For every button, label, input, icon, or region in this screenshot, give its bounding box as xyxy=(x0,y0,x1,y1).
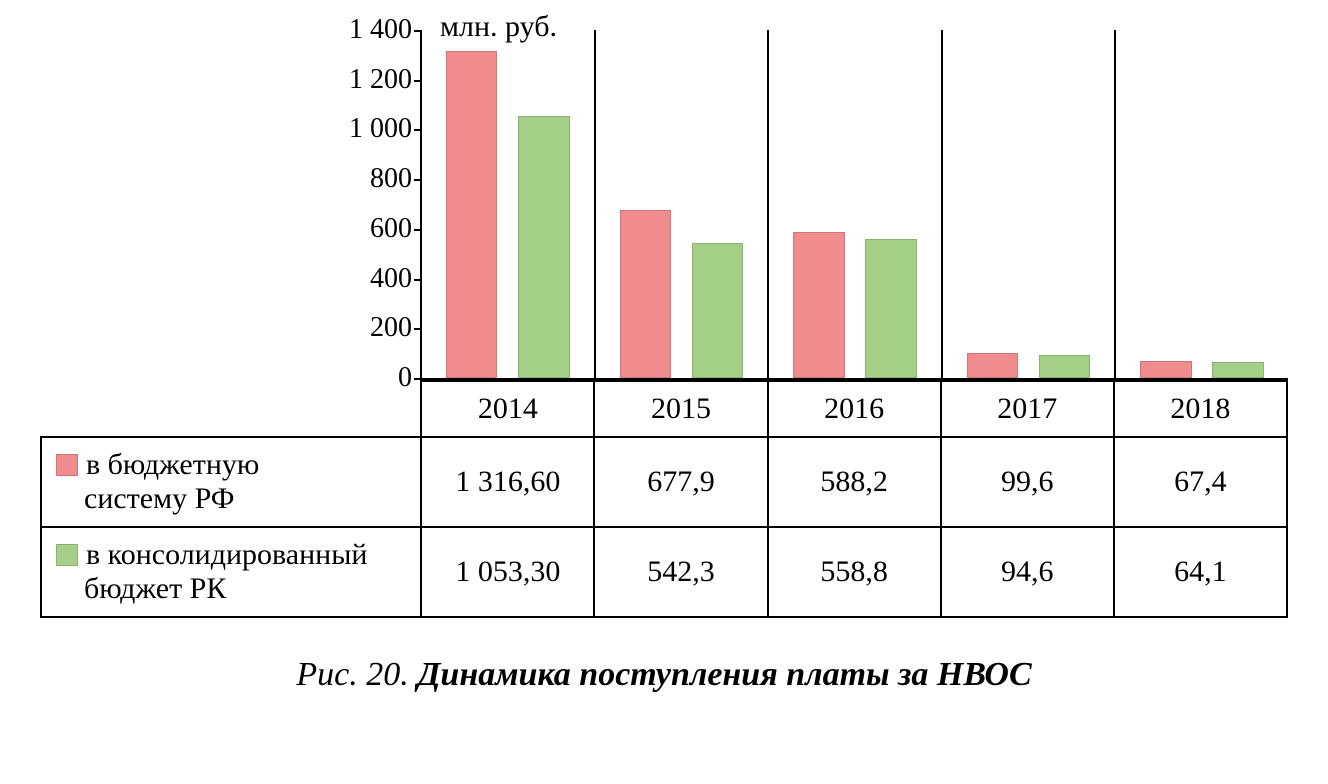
bar-rf xyxy=(967,353,1018,378)
y-tick: 1 000 xyxy=(349,113,412,145)
year-header: 2016 xyxy=(768,381,941,437)
table-header-row: 20142015201620172018 xyxy=(41,381,1287,437)
bar-rf xyxy=(793,232,844,378)
year-header: 2017 xyxy=(941,381,1114,437)
year-header: 2014 xyxy=(421,381,594,437)
series-label-line2: бюджет РК xyxy=(84,572,226,605)
year-header: 2018 xyxy=(1114,381,1287,437)
bar-group xyxy=(422,30,596,378)
legend-swatch xyxy=(56,454,78,476)
y-tick: 400 xyxy=(370,263,412,295)
series-label: в бюджетнуюсистему РФ xyxy=(41,437,421,527)
chart-area: 02004006008001 0001 2001 400 xyxy=(420,30,1288,380)
table-row: в бюджетнуюсистему РФ1 316,60677,9588,29… xyxy=(41,437,1287,527)
y-tick: 1 400 xyxy=(349,14,412,46)
y-tick: 1 200 xyxy=(349,64,412,96)
data-cell: 1 053,30 xyxy=(421,527,594,617)
bar-group xyxy=(1116,30,1288,378)
y-tick: 800 xyxy=(370,163,412,195)
data-cell: 99,6 xyxy=(941,437,1114,527)
bars xyxy=(422,30,1288,378)
bar-rk xyxy=(692,243,743,378)
caption-title: Динамика поступления платы за НВОС xyxy=(417,656,1031,693)
year-header: 2015 xyxy=(594,381,767,437)
y-tick: 600 xyxy=(370,213,412,245)
data-cell: 64,1 xyxy=(1114,527,1287,617)
bar-rk xyxy=(518,116,569,378)
data-cell: 1 316,60 xyxy=(421,437,594,527)
y-tick: 0 xyxy=(398,362,412,394)
series-label: в консолидированныйбюджет РК xyxy=(41,527,421,617)
data-table: 20142015201620172018 в бюджетнуюсистему … xyxy=(40,380,1288,618)
data-cell: 94,6 xyxy=(941,527,1114,617)
plot: 02004006008001 0001 2001 400 xyxy=(420,30,1288,380)
bar-group xyxy=(596,30,770,378)
bar-rf xyxy=(620,210,671,379)
bar-group xyxy=(769,30,943,378)
series-label-line2: систему РФ xyxy=(84,482,234,515)
caption: Рис. 20. Динамика поступления платы за Н… xyxy=(40,656,1288,694)
bar-rf xyxy=(1140,361,1191,378)
data-cell: 677,9 xyxy=(594,437,767,527)
bar-rk xyxy=(1212,362,1263,378)
bar-rf xyxy=(446,51,497,378)
figure: млн. руб. 02004006008001 0001 2001 400 2… xyxy=(0,0,1328,784)
caption-prefix: Рис. 20. xyxy=(296,656,417,693)
data-cell: 67,4 xyxy=(1114,437,1287,527)
table-corner xyxy=(41,381,421,437)
data-cell: 588,2 xyxy=(768,437,941,527)
y-tick: 200 xyxy=(370,312,412,344)
data-cell: 542,3 xyxy=(594,527,767,617)
table-row: в консолидированныйбюджет РК1 053,30542,… xyxy=(41,527,1287,617)
series-label-line1: в бюджетную xyxy=(86,448,259,481)
bar-rk xyxy=(1039,355,1090,379)
data-cell: 558,8 xyxy=(768,527,941,617)
bar-group xyxy=(943,30,1117,378)
legend-swatch xyxy=(56,544,78,566)
series-label-line1: в консолидированный xyxy=(86,538,367,571)
bar-rk xyxy=(865,239,916,378)
